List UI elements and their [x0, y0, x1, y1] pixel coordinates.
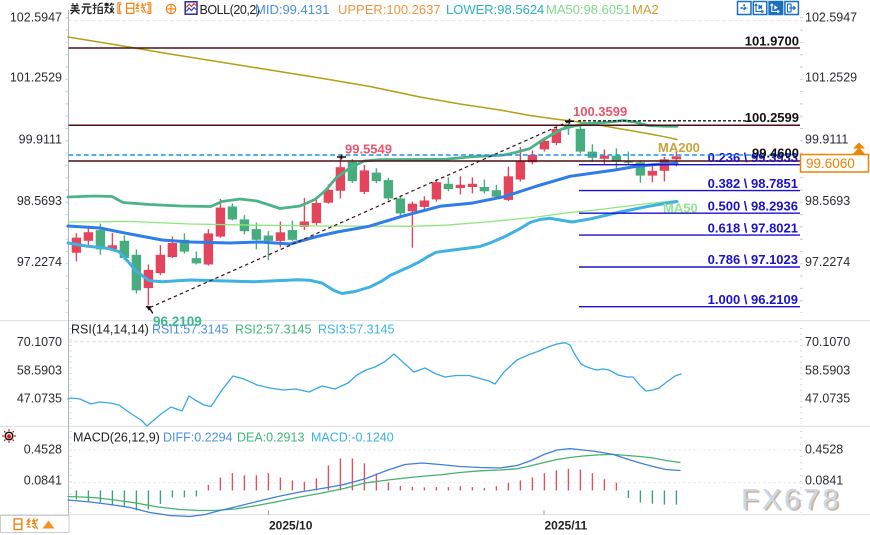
svg-text:0.0841: 0.0841 — [24, 474, 62, 488]
svg-text:0.786 \ 97.1023: 0.786 \ 97.1023 — [708, 252, 798, 267]
svg-text:99.9111: 99.9111 — [805, 132, 848, 146]
svg-text:MA50: MA50 — [663, 201, 698, 216]
svg-text:101.2529: 101.2529 — [10, 70, 62, 84]
svg-text:100.2599: 100.2599 — [745, 110, 799, 125]
svg-text:2025/10: 2025/10 — [269, 519, 313, 533]
svg-text:BOLL(20,2): BOLL(20,2) — [200, 3, 260, 17]
svg-text:RSI(14,14,14): RSI(14,14,14) — [71, 323, 149, 337]
svg-text:97.2274: 97.2274 — [805, 255, 850, 269]
svg-text:RSI2:57.3145: RSI2:57.3145 — [235, 323, 311, 337]
svg-text:96.2109: 96.2109 — [153, 314, 202, 329]
svg-text:99.6060: 99.6060 — [806, 156, 855, 171]
svg-text:98.5693: 98.5693 — [17, 194, 62, 208]
svg-text:MID:99.4131: MID:99.4131 — [255, 2, 329, 17]
svg-text:UPPER:100.2637: UPPER:100.2637 — [338, 2, 441, 17]
svg-text:FX678: FX678 — [741, 484, 841, 516]
svg-text:99.4600: 99.4600 — [752, 146, 799, 161]
svg-text:MA200: MA200 — [658, 140, 700, 155]
svg-text:DEA:0.2913: DEA:0.2913 — [237, 431, 304, 445]
svg-text:100.3599: 100.3599 — [573, 104, 627, 119]
svg-text:102.5947: 102.5947 — [805, 10, 857, 24]
svg-text:101.9700: 101.9700 — [745, 34, 799, 49]
svg-text:1.000 \ 96.2109: 1.000 \ 96.2109 — [708, 292, 798, 307]
svg-text:MACD:-0.1240: MACD:-0.1240 — [311, 431, 394, 445]
svg-text:MA2: MA2 — [632, 2, 659, 17]
svg-text:RSI3:57.3145: RSI3:57.3145 — [318, 323, 394, 337]
svg-text:0.236 \ 99.3933: 0.236 \ 99.3933 — [708, 150, 798, 165]
svg-text:70.1070: 70.1070 — [805, 335, 850, 349]
svg-text:102.5947: 102.5947 — [10, 10, 62, 24]
svg-text:MACD(26,12,9): MACD(26,12,9) — [73, 431, 160, 445]
svg-text:58.5903: 58.5903 — [805, 363, 850, 377]
svg-text:LOWER:98.5624: LOWER:98.5624 — [446, 2, 544, 17]
svg-text:0.0841: 0.0841 — [805, 474, 843, 488]
svg-text:MA50:98.6051: MA50:98.6051 — [546, 2, 631, 17]
svg-text:0.4528: 0.4528 — [805, 442, 843, 456]
svg-text:101.2529: 101.2529 — [805, 70, 857, 84]
svg-text:2025/11: 2025/11 — [545, 519, 588, 533]
svg-text:FX678: FX678 — [743, 486, 843, 518]
svg-text:0.4528: 0.4528 — [24, 442, 62, 456]
svg-text:0.618 \ 97.8021: 0.618 \ 97.8021 — [708, 220, 798, 235]
svg-text:97.2274: 97.2274 — [17, 255, 62, 269]
svg-text:47.0735: 47.0735 — [805, 391, 850, 405]
svg-text:99.5549: 99.5549 — [345, 142, 392, 157]
svg-text:DIFF:0.2294: DIFF:0.2294 — [163, 431, 233, 445]
svg-text:70.1070: 70.1070 — [17, 335, 62, 349]
svg-text:0.382 \ 98.7851: 0.382 \ 98.7851 — [708, 176, 798, 191]
svg-text:RSI1:57.3145: RSI1:57.3145 — [152, 323, 228, 337]
svg-text:0.500 \ 98.2936: 0.500 \ 98.2936 — [708, 198, 798, 213]
svg-text:98.5693: 98.5693 — [805, 194, 850, 208]
svg-text:58.5903: 58.5903 — [17, 363, 62, 377]
svg-text:47.0735: 47.0735 — [17, 391, 62, 405]
svg-text:99.9111: 99.9111 — [19, 132, 62, 146]
